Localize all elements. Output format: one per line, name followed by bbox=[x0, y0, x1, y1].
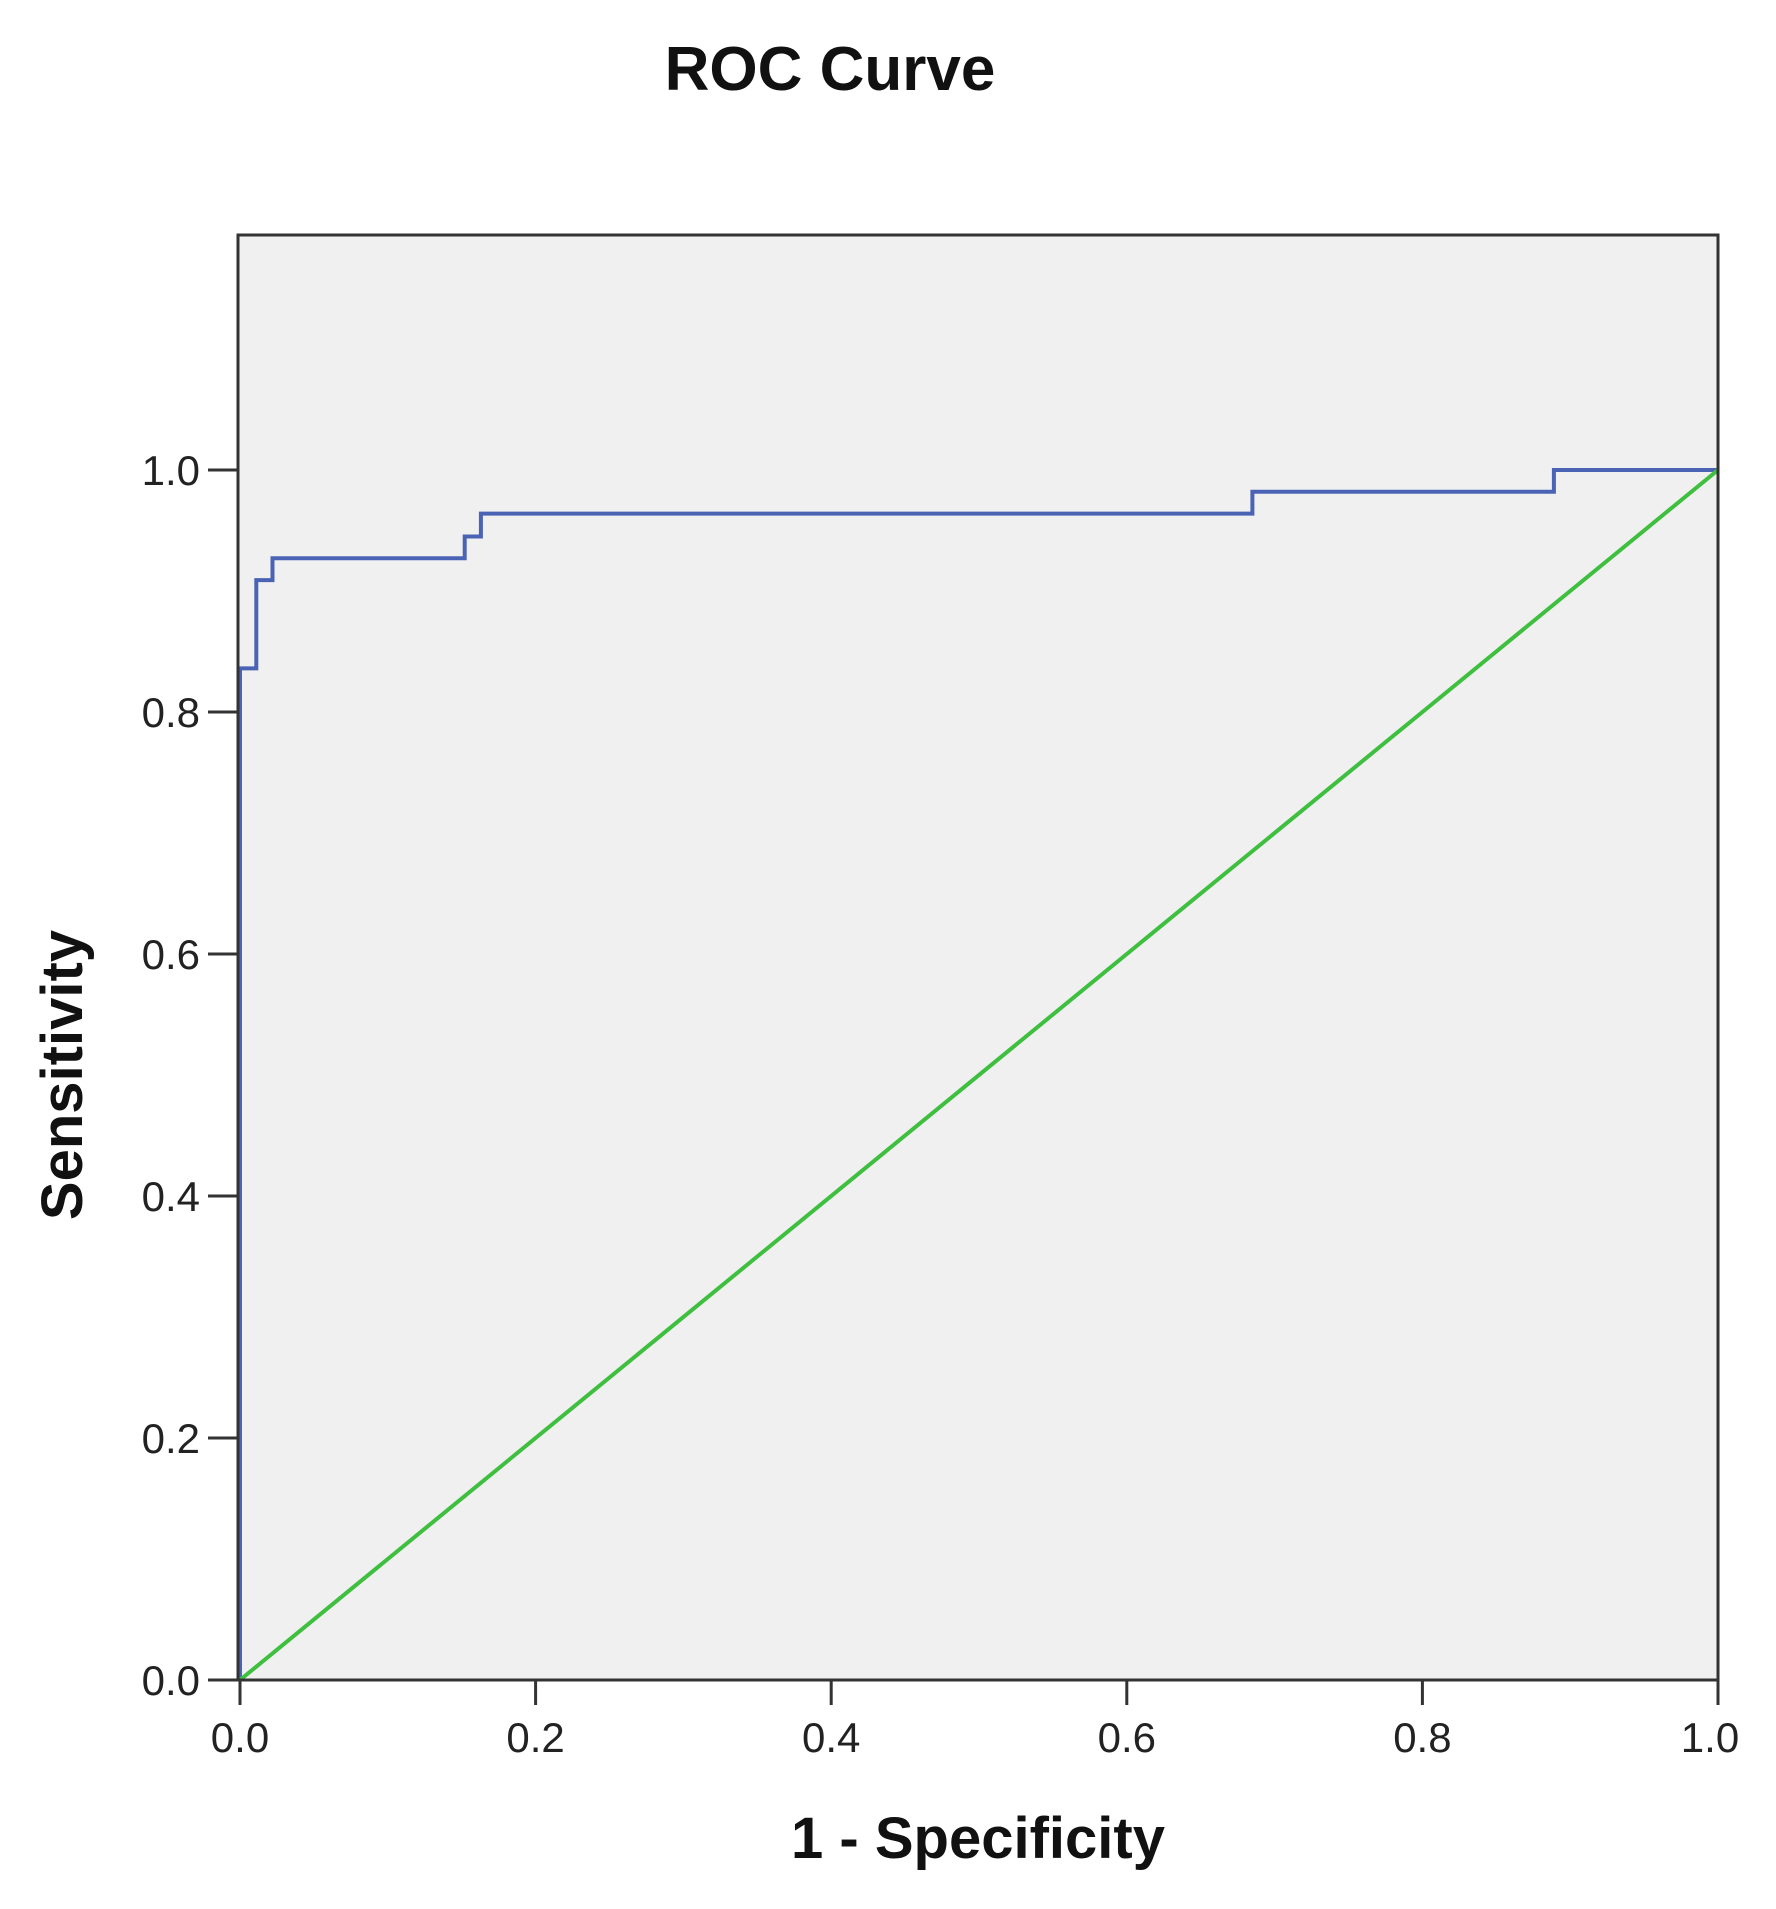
x-axis-ticks: 0.0 0.2 0.4 0.6 0.8 1.0 bbox=[211, 1680, 1739, 1761]
y-axis-ticks: 0.0 0.2 0.4 0.6 0.8 1.0 bbox=[142, 447, 238, 1704]
roc-curve-line bbox=[238, 468, 1718, 1680]
x-tick-label: 0.6 bbox=[1098, 1714, 1156, 1761]
chart-title: ROC Curve bbox=[665, 35, 996, 104]
x-tick-label: 0.8 bbox=[1393, 1714, 1451, 1761]
x-axis-label: 1 - Specificity bbox=[791, 1806, 1165, 1871]
plot-border bbox=[236, 233, 1720, 1682]
y-tick-label: 0.6 bbox=[142, 931, 200, 978]
x-tick-label: 0.4 bbox=[802, 1714, 860, 1761]
x-tick-label: 0.0 bbox=[211, 1714, 269, 1761]
y-tick-label: 0.2 bbox=[142, 1415, 200, 1462]
series-layer bbox=[238, 468, 1720, 1682]
x-tick-label: 0.2 bbox=[506, 1714, 564, 1761]
plot-area bbox=[236, 233, 1720, 1682]
y-tick-label: 0.8 bbox=[142, 689, 200, 736]
y-axis-label: Sensitivity bbox=[30, 930, 95, 1220]
y-tick-label: 1.0 bbox=[142, 447, 200, 494]
reference-diagonal-line bbox=[238, 468, 1720, 1682]
x-tick-label: 1.0 bbox=[1681, 1714, 1739, 1761]
y-tick-label: 0.0 bbox=[142, 1657, 200, 1704]
y-tick-label: 0.4 bbox=[142, 1173, 200, 1220]
